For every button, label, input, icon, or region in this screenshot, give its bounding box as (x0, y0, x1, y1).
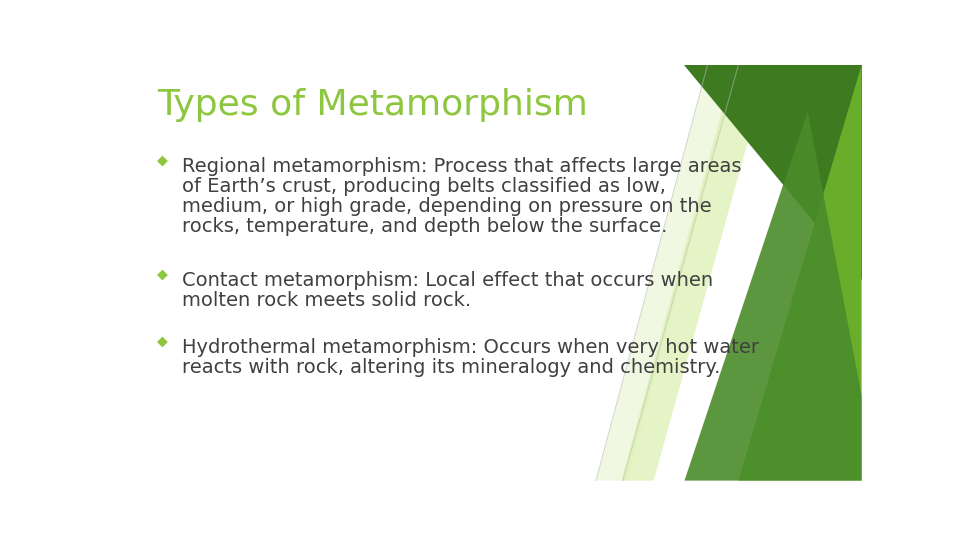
Text: medium, or high grade, depending on pressure on the: medium, or high grade, depending on pres… (182, 197, 712, 216)
Polygon shape (596, 65, 738, 481)
Polygon shape (621, 65, 769, 481)
Text: Hydrothermal metamorphism: Occurs when very hot water: Hydrothermal metamorphism: Occurs when v… (182, 338, 759, 357)
Text: rocks, temperature, and depth below the surface.: rocks, temperature, and depth below the … (182, 217, 668, 237)
Polygon shape (684, 111, 861, 481)
Polygon shape (684, 65, 861, 280)
Text: Types of Metamorphism: Types of Metamorphism (157, 88, 588, 122)
Polygon shape (157, 269, 168, 280)
Text: reacts with rock, altering its mineralogy and chemistry.: reacts with rock, altering its mineralog… (182, 358, 721, 377)
Text: of Earth’s crust, producing belts classified as low,: of Earth’s crust, producing belts classi… (182, 177, 666, 196)
Text: molten rock meets solid rock.: molten rock meets solid rock. (182, 291, 471, 310)
Polygon shape (157, 156, 168, 166)
Polygon shape (738, 65, 861, 481)
Polygon shape (157, 336, 168, 347)
Text: Regional metamorphism: Process that affects large areas: Regional metamorphism: Process that affe… (182, 157, 742, 176)
Text: Contact metamorphism: Local effect that occurs when: Contact metamorphism: Local effect that … (182, 271, 713, 290)
